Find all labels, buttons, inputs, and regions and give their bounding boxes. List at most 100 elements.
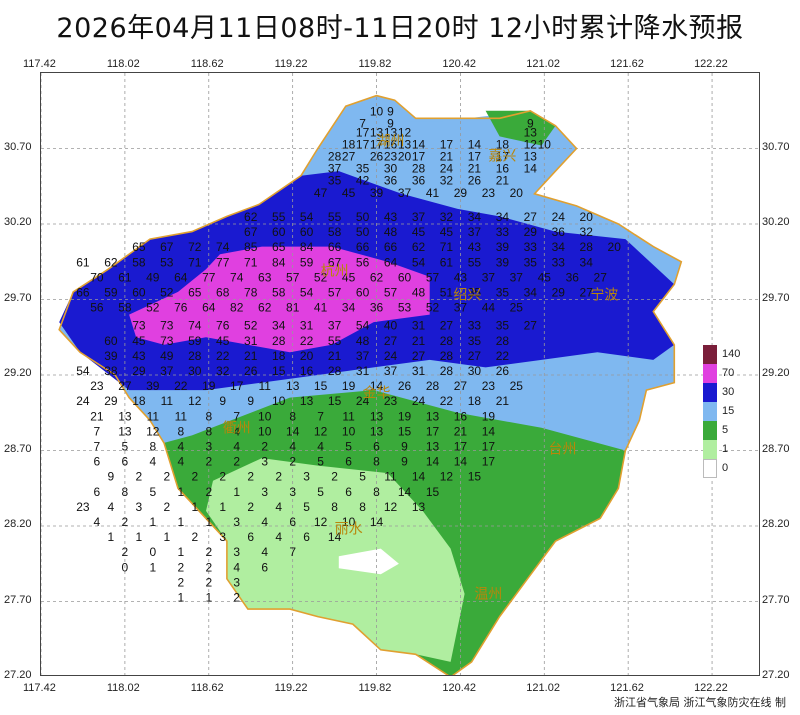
grid-value: 61 — [118, 270, 132, 284]
grid-value: 20 — [398, 150, 412, 164]
grid-value: 19 — [398, 409, 412, 423]
grid-value: 17 — [482, 440, 496, 454]
grid-value: 15 — [426, 485, 440, 499]
grid-value: 40 — [384, 319, 398, 333]
grid-value: 26 — [496, 364, 510, 378]
grid-value: 10 — [370, 104, 384, 118]
tick-label: 118.02 — [106, 58, 140, 70]
grid-value: 59 — [188, 334, 202, 348]
legend-label: 5 — [722, 424, 729, 436]
grid-value: 45 — [216, 334, 230, 348]
grid-value: 48 — [384, 225, 398, 239]
grid-value: 28 — [496, 334, 510, 348]
grid-value: 2 — [191, 470, 198, 484]
grid-value: 41 — [426, 186, 440, 200]
grid-value: 17 — [356, 125, 370, 139]
grid-value: 13 — [286, 379, 300, 393]
tick-label: 28.70 — [762, 442, 790, 455]
grid-value: 54 — [356, 319, 370, 333]
grid-value: 28 — [440, 364, 454, 378]
grid-value: 64 — [202, 301, 216, 315]
grid-value: 14 — [454, 455, 468, 469]
grid-value: 71 — [440, 240, 454, 254]
grid-value: 9 — [387, 104, 394, 118]
grid-value: 43 — [468, 240, 482, 254]
fill-0-1 — [338, 548, 399, 575]
grid-value: 24 — [384, 349, 398, 363]
grid-value: 17 — [496, 150, 510, 164]
grid-value: 9 — [219, 394, 226, 408]
grid-value: 24 — [356, 394, 370, 408]
grid-value: 2 — [163, 500, 170, 514]
grid-value: 1 — [177, 545, 184, 559]
grid-value: 9 — [401, 455, 408, 469]
grid-value: 7 — [317, 409, 324, 423]
grid-value: 13 — [118, 424, 132, 438]
grid-value: 61 — [440, 255, 454, 269]
grid-value: 14 — [286, 424, 300, 438]
tick-label: 122.22 — [694, 682, 728, 694]
tick-label: 119.82 — [358, 682, 392, 694]
grid-value: 6 — [345, 485, 352, 499]
city-label: 金华 — [363, 386, 391, 402]
grid-value: 2 — [177, 575, 184, 589]
grid-value: 37 — [412, 210, 426, 224]
grid-value: 32 — [580, 225, 594, 239]
grid-value: 45 — [342, 186, 356, 200]
grid-value: 14 — [426, 455, 440, 469]
grid-value: 25 — [510, 301, 524, 315]
tick-label: 28.20 — [762, 518, 790, 530]
tick-label: 119.82 — [358, 58, 392, 70]
tick-label: 28.70 — [4, 442, 32, 455]
grid-value: 37 — [160, 364, 174, 378]
precipitation-map[interactable]: 10 9 7 9 9 17 13 13 12 13 18 17 17 16 13 14 17 14 18 12 10 28… — [40, 72, 760, 676]
grid-value: 15 — [398, 424, 412, 438]
grid-value: 11 — [175, 409, 188, 423]
grid-value: 55 — [328, 334, 342, 348]
tick-label: 117.42 — [23, 682, 56, 694]
grid-value: 53 — [398, 301, 412, 315]
grid-value: 2 — [177, 560, 184, 574]
grid-value: 67 — [328, 255, 342, 269]
legend-swatch — [703, 402, 717, 421]
grid-value: 66 — [356, 240, 370, 254]
grid-value: 8 — [373, 455, 380, 469]
grid-value: 16 — [300, 364, 314, 378]
grid-value: 38 — [104, 364, 118, 378]
tick-label: 27.20 — [4, 669, 32, 681]
tick-label: 29.70 — [4, 291, 32, 304]
grid-value: 13 — [426, 409, 440, 423]
grid-value: 14 — [524, 162, 538, 176]
grid-value: 21 — [412, 334, 426, 348]
grid-value: 71 — [244, 255, 258, 269]
grid-value: 81 — [286, 301, 300, 315]
grid-value: 60 — [272, 225, 286, 239]
grid-value: 4 — [275, 500, 282, 514]
grid-value: 16 — [454, 409, 468, 423]
grid-value: 57 — [286, 270, 300, 284]
grid-value: 4 — [233, 560, 240, 574]
grid-value: 27 — [524, 319, 538, 333]
grid-value: 73 — [160, 334, 174, 348]
grid-value: 66 — [384, 240, 398, 254]
tick-label: 27.20 — [762, 669, 790, 681]
grid-value: 24 — [552, 210, 566, 224]
grid-value: 2 — [205, 560, 212, 574]
grid-value: 52 — [160, 286, 174, 300]
tick-label: 120.42 — [442, 58, 477, 70]
grid-value: 7 — [94, 424, 101, 438]
grid-value: 62 — [412, 240, 426, 254]
tick-label: 121.62 — [610, 58, 644, 70]
grid-value: 33 — [524, 240, 538, 254]
grid-value: 10 — [258, 424, 272, 438]
grid-value: 63 — [258, 270, 272, 284]
grid-value: 62 — [104, 255, 118, 269]
grid-value: 60 — [398, 270, 412, 284]
grid-value: 11 — [342, 409, 355, 423]
map-title: 2026年04月11日08时-11日20时 12小时累计降水预报 — [56, 13, 744, 44]
grid-value: 27 — [440, 319, 454, 333]
grid-value: 15 — [272, 364, 286, 378]
grid-value: 39 — [496, 255, 510, 269]
grid-value: 51 — [440, 286, 454, 300]
grid-value: 19 — [202, 379, 216, 393]
